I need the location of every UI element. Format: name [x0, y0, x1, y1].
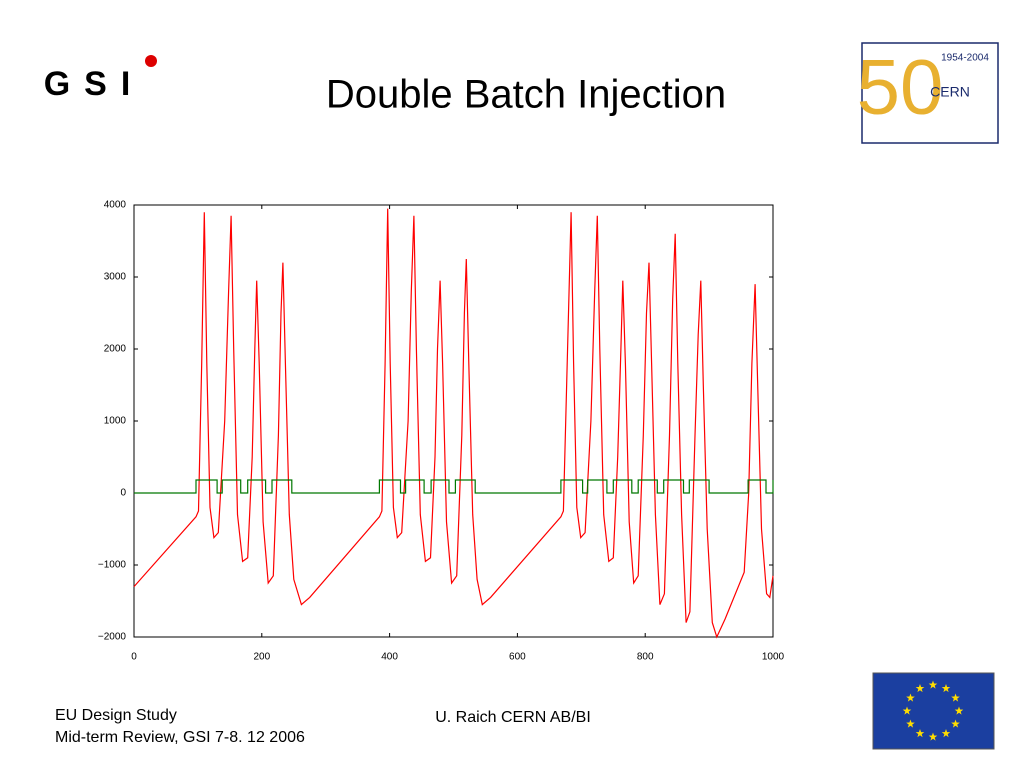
eu-star	[951, 693, 960, 702]
eu-star	[906, 719, 915, 728]
footer-left-2: Mid-term Review, GSI 7-8. 12 2006	[55, 729, 305, 746]
x-tick-label: 600	[509, 652, 526, 663]
cern-logo-frame	[861, 42, 999, 144]
y-tick-label: 0	[120, 488, 126, 499]
gsi-logo-dot	[145, 55, 157, 67]
gsi-logo: GSI	[44, 65, 145, 103]
slide-title: Double Batch Injection	[326, 73, 726, 117]
eu-star	[915, 729, 925, 738]
eu-star	[928, 732, 938, 741]
y-tick-label: 1000	[104, 416, 127, 427]
footer-center: U. Raich CERN AB/BI	[435, 709, 591, 726]
eu-star	[954, 706, 964, 715]
eu-star	[915, 684, 925, 693]
eu-star	[906, 693, 915, 702]
eu-star	[941, 684, 951, 693]
data-line	[134, 479, 774, 494]
data-line	[133, 208, 774, 639]
y-tick-label: 3000	[104, 272, 127, 283]
cern-years: 1954-2004	[941, 53, 989, 64]
x-tick-label: 800	[637, 652, 654, 663]
y-tick-label: −2000	[98, 632, 127, 643]
eu-stars	[902, 680, 964, 741]
eu-star	[941, 729, 951, 738]
x-tick-label: 200	[253, 652, 270, 663]
x-tick-label: 1000	[762, 652, 785, 663]
y-tick-label: 4000	[104, 200, 127, 211]
cern-text: CERN	[930, 84, 970, 100]
x-tick-label: 400	[381, 652, 398, 663]
y-tick-label: −1000	[98, 560, 127, 571]
x-tick-label: 0	[131, 652, 137, 663]
chart: −2000 −1000 0 1000 2000 3000 4000 0 200 400 600 800…	[98, 200, 785, 663]
footer-left-1: EU Design Study	[55, 707, 177, 724]
cern-anniversary: 50	[857, 43, 944, 131]
y-tick-label: 2000	[104, 344, 127, 355]
eu-star	[951, 719, 960, 728]
eu-star	[928, 680, 938, 689]
eu-star	[902, 706, 912, 715]
